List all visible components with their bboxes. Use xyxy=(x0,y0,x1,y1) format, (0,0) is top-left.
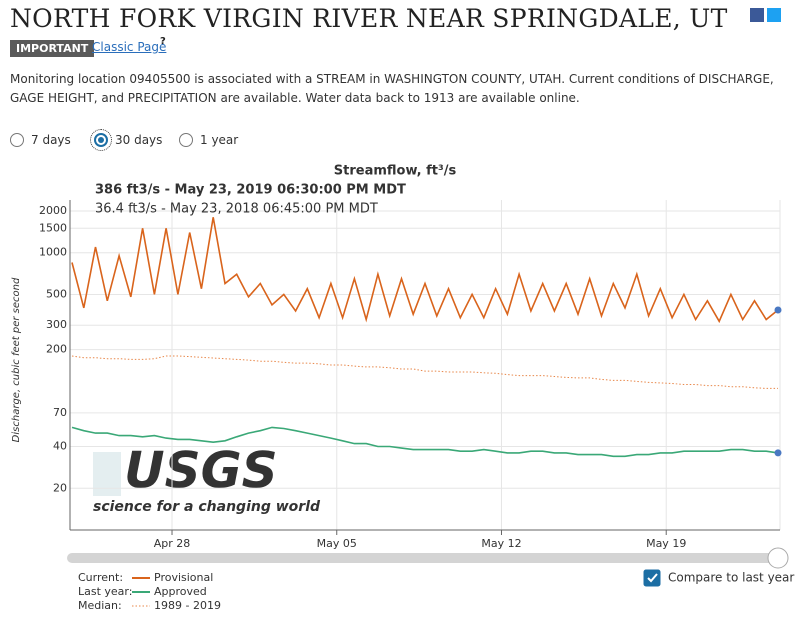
focus-point xyxy=(774,449,782,457)
series-line xyxy=(71,426,779,458)
legend-key: Last year: xyxy=(78,585,132,598)
x-tick-label: Apr 28 xyxy=(154,537,191,550)
compare-checkbox[interactable] xyxy=(643,569,661,587)
radio-button[interactable] xyxy=(90,129,112,151)
chart-title: Streamflow, ft³/s xyxy=(334,164,457,179)
y-tick-label: 500 xyxy=(46,287,67,300)
radio-label: 1 year xyxy=(200,133,239,147)
legend-label: 1989 - 2019 xyxy=(154,599,221,612)
legend-label: Approved xyxy=(154,585,207,598)
facebook-icon[interactable] xyxy=(750,8,764,22)
classic-page-link[interactable]: Classic Page xyxy=(92,40,167,54)
y-tick-label: 1500 xyxy=(39,221,67,234)
legend-label: Provisional xyxy=(154,571,213,584)
compare-label: Compare to last year xyxy=(668,571,794,585)
series-line xyxy=(71,355,778,389)
watermark: USGS xyxy=(124,442,278,500)
x-tick-label: May 05 xyxy=(317,537,357,550)
y-tick-label: 40 xyxy=(53,440,67,453)
twitter-icon[interactable] xyxy=(767,8,781,22)
tooltip-text: 386 ft3/s - May 23, 2019 06:30:00 PM MDT xyxy=(95,183,406,198)
focus-point xyxy=(774,306,782,314)
watermark-tagline: science for a changing world xyxy=(93,499,321,515)
radio-button[interactable] xyxy=(10,133,24,147)
x-tick-label: May 12 xyxy=(481,537,521,550)
y-tick-label: 200 xyxy=(46,343,67,356)
y-tick-label: 1000 xyxy=(39,246,67,259)
tooltip-text: 36.4 ft3/s - May 23, 2018 06:45:00 PM MD… xyxy=(95,202,378,217)
badge: IMPORTANT xyxy=(10,40,95,57)
radio-button[interactable] xyxy=(179,133,193,147)
y-tick-label: 2000 xyxy=(39,204,67,217)
page-title: NORTH FORK VIRGIN RIVER NEAR SPRINGDALE,… xyxy=(10,4,728,33)
series-line xyxy=(71,217,779,324)
help-icon[interactable]: ? xyxy=(160,36,166,47)
radio-label: 30 days xyxy=(115,133,163,147)
y-axis-label: Discharge, cubic feet per second xyxy=(11,277,22,442)
legend-key: Current: xyxy=(78,571,123,584)
period-option[interactable]: 7 days xyxy=(10,133,71,147)
y-tick-label: 20 xyxy=(53,481,67,494)
legend-key: Median: xyxy=(78,599,122,612)
radio-label: 7 days xyxy=(31,133,71,147)
slider-track xyxy=(67,553,778,563)
y-tick-label: 300 xyxy=(46,318,67,331)
watermark-logo xyxy=(93,452,121,496)
period-option[interactable]: 30 days xyxy=(90,129,163,151)
slider-handle[interactable] xyxy=(767,547,789,569)
period-option[interactable]: 1 year xyxy=(179,133,238,147)
checkmark xyxy=(647,573,658,583)
description: Monitoring location 09405500 is associat… xyxy=(10,72,774,105)
x-tick-label: May 19 xyxy=(646,537,686,550)
y-tick-label: 70 xyxy=(53,406,67,419)
